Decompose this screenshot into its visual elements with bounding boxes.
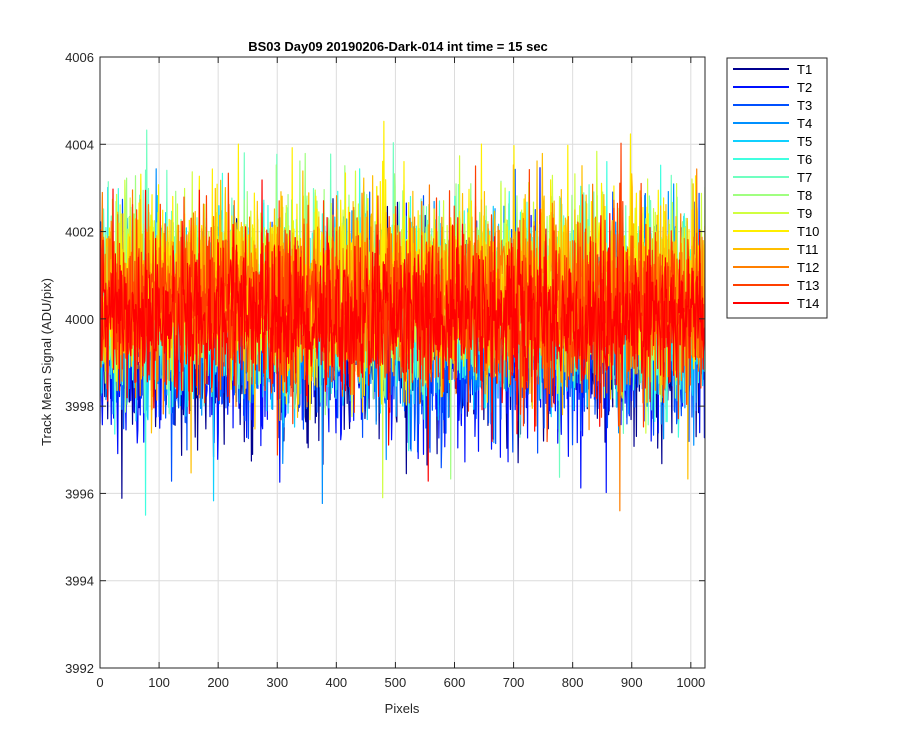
legend-label: T10 xyxy=(797,224,819,239)
y-tick-label: 3996 xyxy=(65,486,94,501)
legend-label: T7 xyxy=(797,170,812,185)
legend-label: T11 xyxy=(797,242,818,257)
x-tick-label: 200 xyxy=(207,675,229,690)
legend-box xyxy=(726,57,828,319)
y-axis: 3992 3994 3996 3998 4000 4002 4004 4006 xyxy=(65,50,705,676)
series-group xyxy=(100,120,705,516)
x-tick-label: 600 xyxy=(444,675,466,690)
legend-label: T8 xyxy=(797,188,812,203)
x-tick-label: 700 xyxy=(503,675,525,690)
x-tick-label: 900 xyxy=(621,675,643,690)
legend-label: T1 xyxy=(797,62,812,77)
y-tick-label: 3998 xyxy=(65,399,94,414)
series-line-t14 xyxy=(100,179,705,482)
y-tick-label: 4006 xyxy=(65,50,94,65)
legend-label: T3 xyxy=(797,98,812,113)
chart-title: BS03 Day09 20190206-Dark-014 int time = … xyxy=(248,39,548,54)
legend: T1 T2 T3 T4 T5 T6 T7 T8 T9 T10 T11 T12 T13 T14 xyxy=(726,57,828,319)
legend-label: T14 xyxy=(797,296,819,311)
legend-label: T2 xyxy=(797,80,812,95)
x-tick-label: 1000 xyxy=(676,675,705,690)
legend-label: T9 xyxy=(797,206,812,221)
x-tick-label: 500 xyxy=(385,675,407,690)
x-tick-label: 800 xyxy=(562,675,584,690)
x-tick-label: 400 xyxy=(325,675,347,690)
x-axis: 0 100 200 300 400 500 600 700 800 900 1000 xyxy=(96,57,705,690)
y-tick-label: 3992 xyxy=(65,661,94,676)
y-tick-label: 4002 xyxy=(65,225,94,240)
y-axis-label: Track Mean Signal (ADU/pix) xyxy=(39,278,54,446)
x-tick-label: 100 xyxy=(148,675,170,690)
x-tick-label: 0 xyxy=(96,675,103,690)
legend-label: T5 xyxy=(797,134,812,149)
plot-frame xyxy=(99,56,706,669)
legend-label: T12 xyxy=(797,260,819,275)
x-axis-label: Pixels xyxy=(385,701,420,716)
legend-label: T4 xyxy=(797,116,812,131)
y-tick-label: 4004 xyxy=(65,137,94,152)
y-tick-label: 3994 xyxy=(65,574,94,589)
y-tick-label: 4000 xyxy=(65,312,94,327)
legend-label: T6 xyxy=(797,152,812,167)
legend-label: T13 xyxy=(797,278,819,293)
x-tick-label: 300 xyxy=(266,675,288,690)
